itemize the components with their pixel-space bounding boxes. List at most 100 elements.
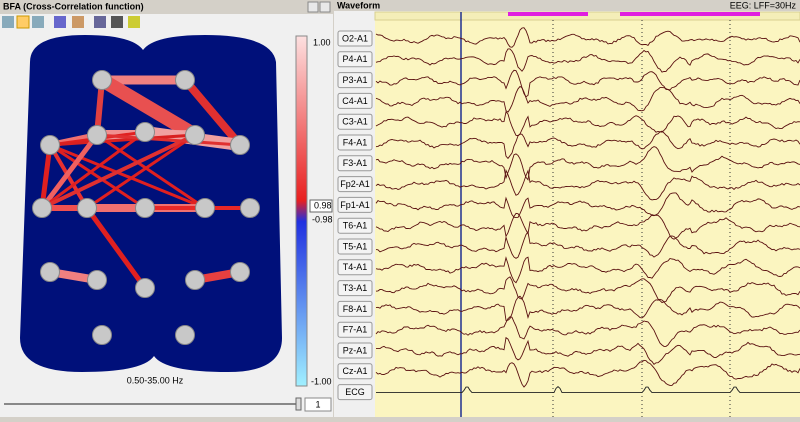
channel-button[interactable] <box>337 217 373 234</box>
colorbar-neg-threshold: -0.98 <box>312 214 333 224</box>
channel-label: P3-A1 <box>342 75 367 85</box>
channel-button[interactable] <box>337 51 373 68</box>
waveform <box>375 192 800 219</box>
colorbar-min: -1.00 <box>311 376 332 386</box>
colorbar-max: 1.00 <box>313 37 331 47</box>
waveform <box>375 48 800 73</box>
panel-title: BFA (Cross-Correlation function) <box>3 1 144 11</box>
electrode <box>175 70 195 90</box>
channel-button[interactable] <box>337 113 373 130</box>
channel-button[interactable] <box>337 155 373 172</box>
channel-label: P4-A1 <box>342 54 367 64</box>
channel-button[interactable] <box>337 363 373 380</box>
channel-label: T5-A1 <box>343 241 368 251</box>
slider-thumb[interactable] <box>295 397 302 411</box>
channel-label: C3-A1 <box>342 117 368 127</box>
channel-label: Fp1-A1 <box>340 200 370 210</box>
electrode <box>230 262 250 282</box>
minimize-button[interactable] <box>307 1 319 13</box>
channel-label: F7-A1 <box>343 325 368 335</box>
channel-button[interactable] <box>337 259 373 276</box>
electrodes <box>32 70 260 345</box>
channel-button[interactable] <box>337 196 373 213</box>
electrode <box>32 198 52 218</box>
channel-button[interactable] <box>337 280 373 297</box>
tool-icon[interactable] <box>111 16 123 28</box>
channel-label: T4-A1 <box>343 262 368 272</box>
channel-label: Fp2-A1 <box>340 179 370 189</box>
electrode <box>175 325 195 345</box>
channel-button[interactable] <box>337 72 373 89</box>
electrode <box>92 70 112 90</box>
waveform <box>375 85 800 113</box>
waveform-area <box>375 12 800 417</box>
waveform <box>375 316 800 347</box>
electrode <box>40 262 60 282</box>
channel-label: T3-A1 <box>343 283 368 293</box>
channel-button[interactable] <box>337 92 373 109</box>
waveform <box>375 230 800 259</box>
electrode <box>135 122 155 142</box>
waveform <box>376 385 800 394</box>
electrode <box>40 135 60 155</box>
electrode <box>240 198 260 218</box>
tool-icon[interactable] <box>2 16 14 28</box>
filter-info: EEG: LFF=30Hz <box>730 0 797 10</box>
connection <box>48 133 197 147</box>
tool-icon[interactable] <box>54 16 66 28</box>
waveform <box>375 130 800 160</box>
connection <box>48 143 207 210</box>
channel-label: Pz-A1 <box>343 345 368 355</box>
channel-button[interactable] <box>337 300 373 317</box>
threshold-value: 0.98 <box>314 200 332 210</box>
title-bar <box>0 0 333 14</box>
connection <box>39 132 100 211</box>
waveform <box>376 336 800 366</box>
channel-button[interactable] <box>337 384 373 401</box>
toolbar <box>2 15 140 29</box>
electrode <box>135 198 155 218</box>
channel-button[interactable] <box>337 134 373 151</box>
connection <box>95 133 207 210</box>
connection <box>85 133 197 210</box>
tool-icon[interactable] <box>128 16 140 28</box>
electrode <box>195 198 215 218</box>
tool-icon[interactable] <box>94 16 106 28</box>
channel-label: C4-A1 <box>342 96 368 106</box>
channel-label: F8-A1 <box>343 304 368 314</box>
connection <box>48 143 147 210</box>
waveform <box>375 168 800 201</box>
connection <box>95 133 242 147</box>
connection <box>40 130 147 210</box>
channel-label: ECG <box>345 387 365 397</box>
connection <box>40 133 197 210</box>
waveform <box>375 359 800 388</box>
connection <box>84 205 148 291</box>
tool-icon[interactable] <box>72 16 84 28</box>
electrode <box>92 325 112 345</box>
electrode <box>185 270 205 290</box>
electrode <box>77 198 97 218</box>
channel-label: F4-A1 <box>343 137 368 147</box>
channel-button[interactable] <box>337 238 373 255</box>
color-bar <box>295 35 308 387</box>
threshold-input[interactable] <box>309 199 333 213</box>
slider-value-box[interactable] <box>304 397 332 412</box>
slider-value: 1 <box>315 399 320 409</box>
close-button[interactable] <box>319 1 331 13</box>
channel-button[interactable] <box>337 176 373 193</box>
channel-button[interactable] <box>337 342 373 359</box>
channel-button[interactable] <box>337 30 373 47</box>
waveforms <box>375 27 800 394</box>
waveform <box>375 276 800 304</box>
connection <box>181 76 244 149</box>
channel-label: O2-A1 <box>342 33 368 43</box>
tool-icon[interactable] <box>32 16 44 28</box>
tool-icon[interactable] <box>16 15 30 29</box>
channel-button[interactable] <box>337 321 373 338</box>
electrode <box>185 125 205 145</box>
waveform-title-bar <box>334 0 800 11</box>
connection <box>95 73 202 142</box>
